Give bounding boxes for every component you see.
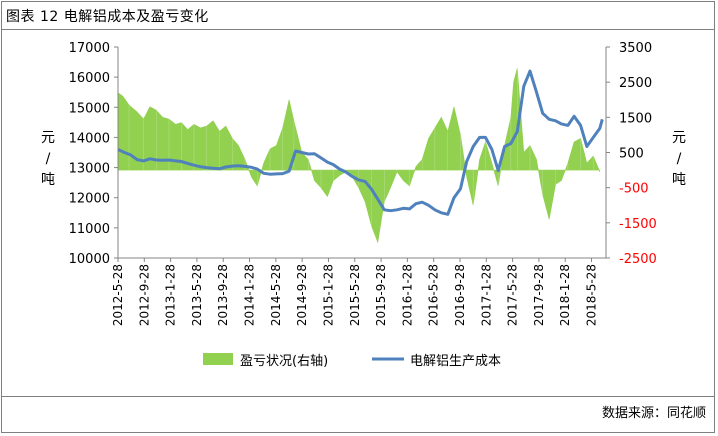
legend-label-profit: 盈亏状况(右轴)	[240, 354, 328, 369]
x-tick-label: 2012-5-28	[111, 264, 125, 326]
x-tick-label: 2018-5-28	[585, 264, 599, 326]
right-unit-label: 元 / 吨	[671, 128, 687, 191]
right-tick-label: -2500	[619, 252, 657, 267]
source-note: 数据来源：同花顺	[601, 406, 706, 421]
x-tick-label: 2018-1-28	[558, 264, 572, 326]
left-tick-label: 16000	[69, 71, 110, 86]
left-tick-label: 15000	[69, 101, 110, 116]
right-tick-label: -1500	[619, 217, 657, 232]
x-tick-label: 2013-9-28	[216, 264, 230, 326]
x-tick-label: 2017-5-28	[506, 264, 520, 326]
right-tick-label: -500	[619, 182, 649, 197]
x-tick-label: 2016-1-28	[400, 264, 414, 326]
legend-swatch-profit	[203, 353, 233, 365]
legend-label-cost: 电解铝生产成本	[410, 354, 501, 369]
x-tick-label: 2016-9-28	[453, 264, 467, 326]
x-tick-label: 2014-5-28	[269, 264, 283, 326]
right-unit-char: 元	[672, 130, 686, 146]
right-tick-label: 3500	[619, 41, 652, 56]
x-tick-label: 2015-9-28	[374, 264, 388, 326]
left-tick-label: 10000	[69, 252, 110, 267]
source-divider	[1, 396, 715, 397]
chart-title: 图表 12 电解铝成本及盈亏变化	[6, 9, 209, 25]
left-unit-char: 吨	[41, 172, 55, 188]
left-tick-label: 14000	[69, 131, 110, 146]
x-tick-label: 2015-5-28	[348, 264, 362, 326]
right-tick-label: 2500	[619, 76, 652, 91]
title-divider	[1, 29, 715, 30]
x-tick-label: 2012-9-28	[137, 264, 151, 326]
left-tick-label: 17000	[69, 41, 110, 56]
x-tick-label: 2013-5-28	[190, 264, 204, 326]
x-tick-label: 2015-1-28	[322, 264, 336, 326]
left-tick-label: 11000	[69, 222, 110, 237]
left-unit-char: 元	[41, 130, 55, 146]
x-tick-label: 2016-5-28	[427, 264, 441, 326]
cost-line	[117, 69, 604, 216]
right-tick-label: 500	[619, 147, 644, 162]
x-tick-label: 2014-9-28	[295, 264, 309, 326]
left-tick-label: 12000	[69, 192, 110, 207]
left-unit-char: /	[45, 151, 51, 167]
x-tick-label: 2014-1-28	[243, 264, 257, 326]
left-tick-label: 13000	[69, 162, 110, 177]
right-unit-char: /	[676, 151, 682, 167]
right-unit-char: 吨	[672, 172, 686, 188]
right-tick-label: 1500	[619, 111, 652, 126]
x-tick-label: 2017-1-28	[479, 264, 493, 326]
profit-area	[117, 68, 601, 244]
plot-area: 10000 11000 12000 13000 14000 15000 16000 17000…	[69, 41, 657, 369]
x-tick-label: 2013-1-28	[164, 264, 178, 326]
x-tick-label: 2017-9-28	[532, 264, 546, 326]
left-unit-label: 元 / 吨	[40, 128, 56, 191]
